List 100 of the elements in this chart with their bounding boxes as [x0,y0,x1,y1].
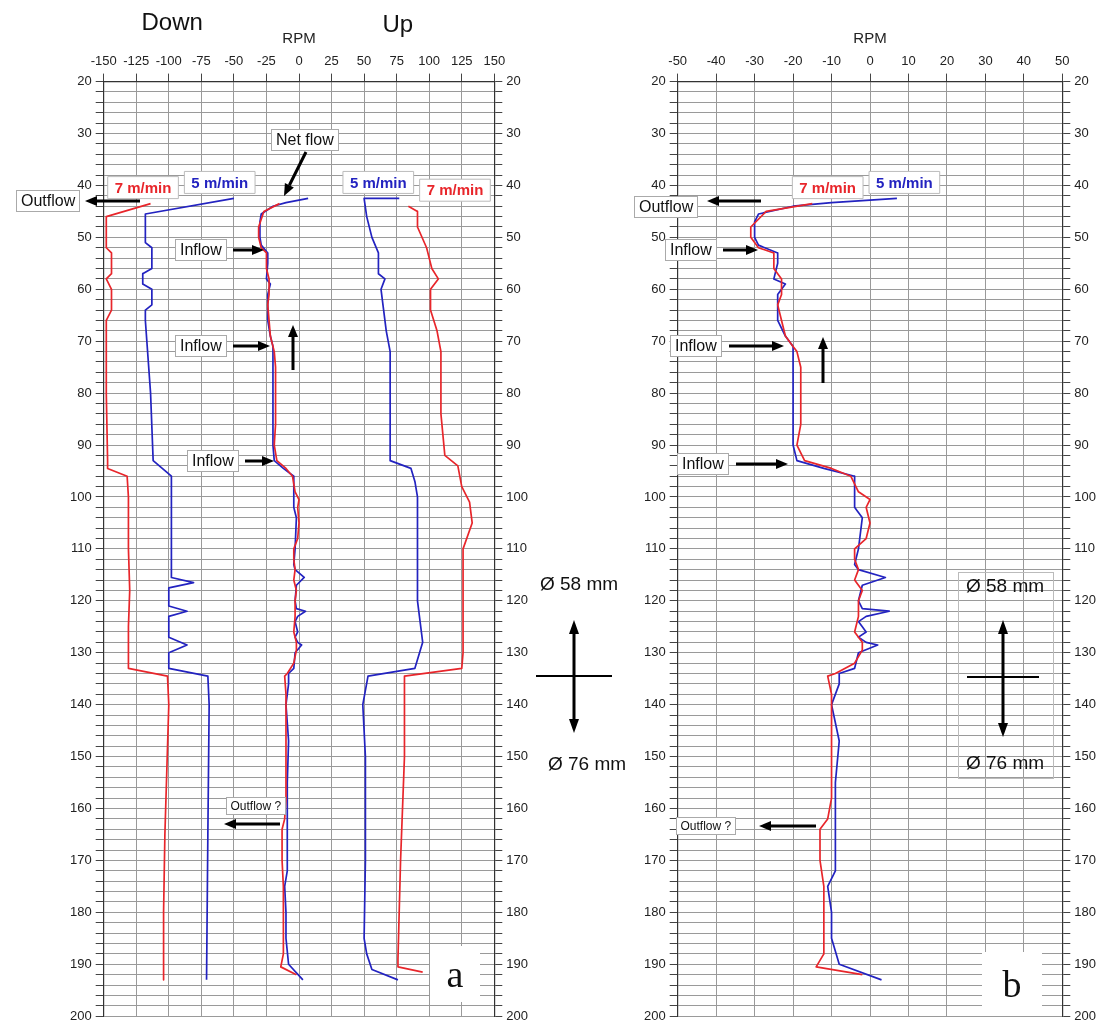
x-tick-label: -25 [257,53,276,69]
y2-tick-label: 120 [506,592,529,608]
y2-tick-label: 110 [506,540,528,556]
x-tick-label: 50 [1055,53,1070,69]
x-tick-label: -75 [191,53,211,69]
text: Up [382,10,414,37]
y2-tick-label: 150 [1074,748,1097,764]
series-label: 7 m/min [114,178,172,196]
y2-tick-label: 60 [1074,280,1089,296]
text: Down [141,8,203,35]
y2-tick-label: 100 [1074,488,1097,504]
y-tick-label: 130 [69,644,92,660]
y-tick-label: 170 [69,852,92,868]
y-tick-label: 40 [651,177,666,193]
y2-tick-label: 200 [506,1007,529,1023]
x-tick-label: 30 [978,53,993,69]
y-tick-label: 120 [643,592,666,608]
series-label: 7 m/min [426,181,484,199]
x-tick-label: 100 [418,53,441,69]
annotation: Inflow [175,239,227,261]
x-tick-label: -30 [745,53,765,69]
y2-tick-label: 150 [506,748,529,764]
annotation: Ø 58 mm [966,574,1045,596]
annotation: Inflow [187,450,239,472]
y2-tick-label: 20 [1074,73,1089,89]
x-tick-label: -50 [668,53,688,69]
y2-tick-label: 160 [506,800,529,816]
y2-tick-label: 160 [1074,800,1097,816]
y-tick-label: 70 [651,332,666,348]
x-tick-label: 25 [324,53,339,69]
y2-tick-label: 130 [506,644,529,660]
x-tick-label: 50 [356,53,372,69]
y-tick-label: 60 [77,280,92,296]
y-tick-label: 20 [77,73,92,89]
y-tick-label: 30 [651,125,666,141]
y-tick-label: 190 [643,955,666,971]
y-tick-label: 50 [651,228,666,244]
y2-tick-label: 110 [1074,540,1096,556]
y2-tick-label: 180 [506,903,529,919]
y-tick-label: 20 [651,73,666,89]
annotation: a [430,946,480,1002]
series-label: 5 m/min [349,173,407,191]
y2-tick-label: 70 [1074,332,1089,348]
x-tick-label: -20 [783,53,803,69]
annotation: Net flow [271,129,339,151]
annotation: Ø 76 mm [966,751,1045,773]
y2-tick-label: 80 [1074,384,1089,400]
y2-tick-label: 90 [1074,436,1089,452]
x-tick-label: 75 [389,53,404,69]
y2-tick-label: 170 [1074,852,1097,868]
y-tick-label: 80 [77,384,92,400]
y2-tick-label: 190 [1074,955,1097,971]
x-tick-label: 10 [901,53,916,69]
x-tick-label: 150 [483,53,506,69]
y2-tick-label: 50 [506,228,521,244]
y-tick-label: 90 [651,436,666,452]
y-tick-label: 160 [643,800,666,816]
x-tick-label: 0 [295,53,303,69]
y-tick-label: 40 [77,177,92,193]
y-tick-label: 50 [77,228,92,244]
y2-tick-label: 190 [506,955,529,971]
y-tick-label: 200 [69,1007,92,1023]
x-tick-label: 20 [939,53,955,69]
text: Ø 76 mm [548,752,627,774]
x-tick-label: -125 [123,53,150,69]
y2-tick-label: 70 [506,332,521,348]
y2-tick-label: 130 [1074,644,1097,660]
x-tick-label: -100 [155,53,182,69]
y-tick-label: 80 [651,384,666,400]
series-label: 5 m/min [191,173,249,191]
y-tick-label: 180 [69,903,92,919]
annotation: Outflow [634,196,699,218]
y-tick-label: 140 [643,696,666,712]
y2-tick-label: 170 [506,852,529,868]
text: Ø 58 mm [540,572,619,594]
y-tick-label: 190 [69,955,92,971]
y2-tick-label: 40 [506,177,521,193]
y-tick-label: 30 [77,125,92,141]
text: Outflow [21,192,76,209]
y-tick-label: 110 [70,540,92,556]
x-tick-label: -50 [224,53,244,69]
y-tick-label: 200 [643,1007,666,1023]
annotation: Inflow [670,335,722,357]
y-tick-label: 120 [69,592,92,608]
y2-tick-label: 50 [1074,228,1089,244]
x-tick-label: 0 [866,53,874,69]
y-tick-label: 180 [643,903,666,919]
annotation: b [982,952,1042,1016]
series-label: 5 m/min [876,173,933,191]
y2-tick-label: 20 [506,73,521,89]
x-axis-title: RPM [282,29,316,47]
y2-tick-label: 100 [506,488,529,504]
y2-tick-label: 200 [1074,1007,1097,1023]
annotation: Inflow [665,239,717,261]
y-tick-label: 150 [69,748,92,764]
y2-tick-label: 140 [1074,696,1097,712]
x-tick-label: 125 [450,53,473,69]
annotation: Inflow [175,335,227,357]
annotation: Outflow ? [675,817,737,835]
y-tick-label: 170 [643,852,666,868]
